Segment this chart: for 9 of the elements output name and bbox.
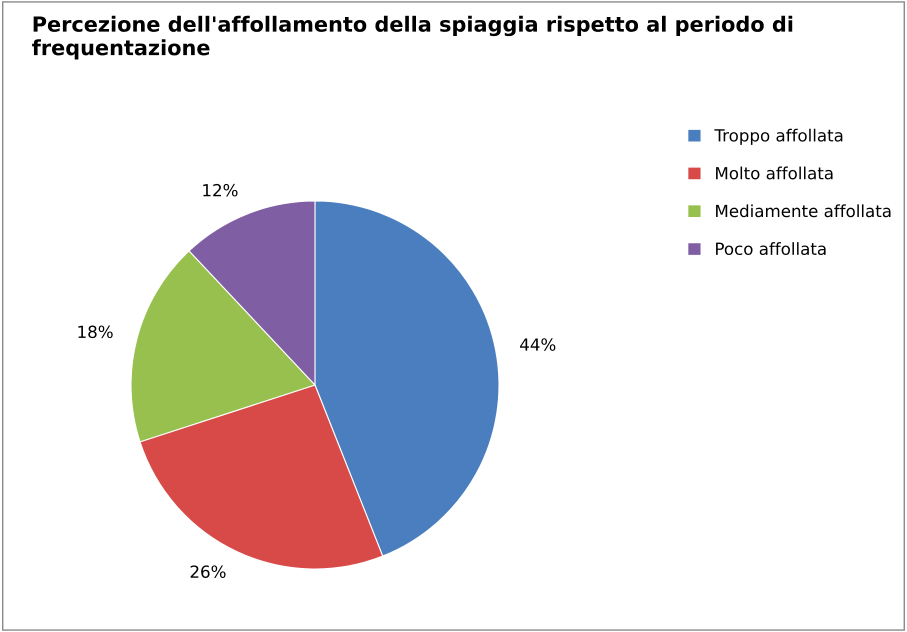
data-label: 18% — [78, 326, 113, 338]
data-label: 26% — [190, 565, 226, 578]
legend-label: Troppo affollata — [714, 128, 842, 145]
chart-title: Percezione dell'affollamento della spiaggia rispetto al periodo di frequentazione — [32, 16, 792, 60]
legend-label: Poco affollata — [716, 242, 826, 256]
legend-label: Mediamente affollata — [716, 204, 890, 218]
data-label: 12% — [203, 184, 238, 197]
data-label: 44% — [520, 338, 556, 351]
legend-label: Molto affollata — [716, 166, 833, 180]
